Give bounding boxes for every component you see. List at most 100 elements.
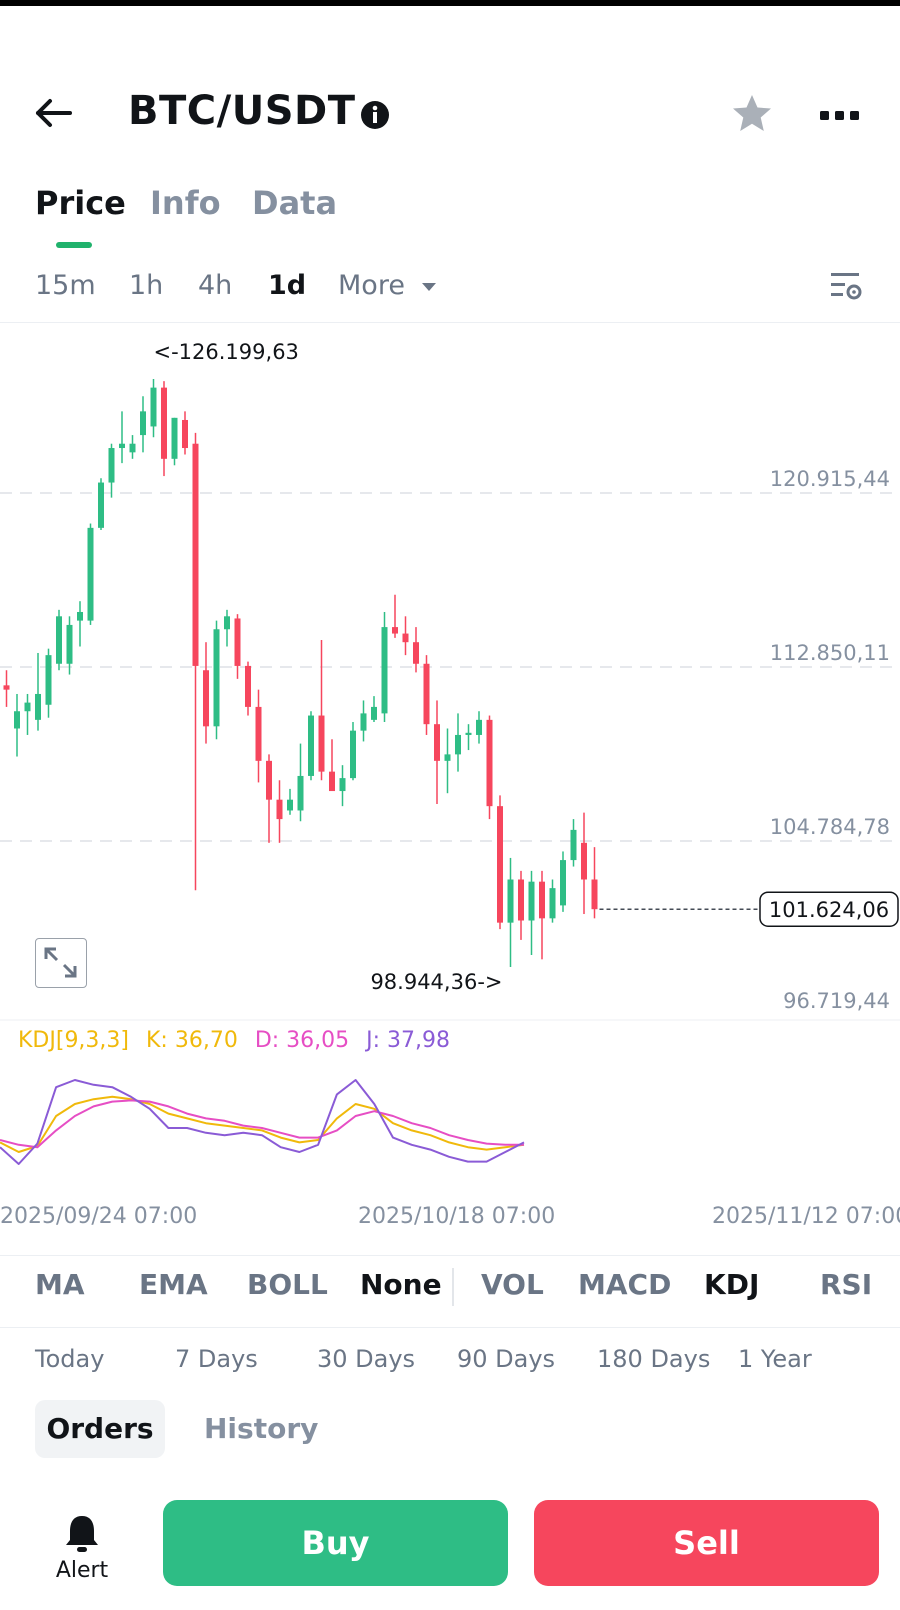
- candle-body: [329, 771, 335, 792]
- candle-body: [140, 411, 146, 436]
- kdj-d-line: [0, 1099, 524, 1149]
- candle-body: [287, 799, 293, 811]
- candle-body: [308, 715, 314, 776]
- interval-1d[interactable]: 1d: [268, 270, 307, 301]
- y-axis-label: 112.850,11: [770, 641, 890, 665]
- candle-body: [119, 443, 125, 449]
- candle-body: [108, 448, 115, 483]
- candle-body: [371, 706, 377, 720]
- candle-body: [234, 618, 241, 666]
- candle-body: [255, 706, 262, 761]
- tab-orders[interactable]: Orders: [35, 1400, 165, 1458]
- indicator-separator: [452, 1268, 454, 1306]
- kdj-params: KDJ[9,3,3]: [18, 1028, 129, 1053]
- expand-chart-button[interactable]: [35, 938, 87, 988]
- candle-body: [570, 829, 577, 861]
- alert-button[interactable]: Alert: [40, 1508, 124, 1586]
- interval-4h[interactable]: 4h: [198, 270, 233, 301]
- candle-body: [129, 443, 136, 453]
- interval-1h[interactable]: 1h: [129, 270, 164, 301]
- candle-body: [381, 627, 388, 714]
- back-button[interactable]: [32, 95, 76, 131]
- performance-range-selector: Today 7 Days 30 Days 90 Days 180 Days 1 …: [0, 1345, 900, 1385]
- kdj-d-value: D: 36,05: [254, 1028, 350, 1053]
- candle-body: [444, 754, 451, 761]
- candle-body: [182, 419, 188, 449]
- candle-body: [192, 443, 199, 666]
- candle-body: [591, 879, 598, 910]
- sell-button[interactable]: Sell: [534, 1500, 879, 1586]
- indicator-none[interactable]: None: [360, 1268, 442, 1301]
- indicator-vol[interactable]: VOL: [481, 1268, 544, 1301]
- low-price-annotation: 98.944,36->: [370, 970, 502, 994]
- candle-body: [549, 888, 556, 919]
- candle-body: [581, 842, 587, 880]
- candle-body: [434, 724, 440, 761]
- more-options-button[interactable]: [818, 94, 862, 138]
- candle-body: [339, 778, 346, 792]
- kdj-k-value: K: 36,70: [146, 1028, 238, 1053]
- range-7-days[interactable]: 7 Days: [175, 1345, 258, 1373]
- favorite-button[interactable]: [730, 92, 774, 136]
- order-tabs: Orders History: [0, 1400, 900, 1460]
- candle-body: [3, 685, 10, 690]
- candle-body: [423, 663, 430, 725]
- info-icon[interactable]: [360, 100, 390, 130]
- interval-more-dropdown[interactable]: More: [338, 270, 438, 301]
- candle-body: [497, 806, 503, 923]
- candle-body: [360, 713, 367, 731]
- candle-body: [539, 881, 545, 919]
- candle-body: [350, 730, 356, 779]
- price-chart[interactable]: 120.915,44 112.850,11 104.784,78 96.719,44 <…: [0, 322, 900, 1214]
- x-axis-label: 2025/11/12 07:00: [712, 1204, 900, 1229]
- star-icon: [733, 95, 771, 131]
- kdj-k-line: [0, 1095, 525, 1153]
- interval-selector: 15m 1h 4h 1d More: [0, 264, 900, 310]
- candle-body: [392, 627, 398, 634]
- tab-price[interactable]: Price: [35, 184, 126, 222]
- interval-more-label: More: [338, 270, 405, 301]
- range-90-days[interactable]: 90 Days: [457, 1345, 556, 1373]
- candle-body: [56, 616, 62, 664]
- y-axis-label: 120.915,44: [770, 467, 890, 491]
- high-price-annotation: <-126.199,63: [154, 340, 299, 364]
- indicator-macd[interactable]: MACD: [578, 1268, 672, 1301]
- candle-body: [402, 633, 409, 643]
- y-axis-label: 96.719,44: [783, 989, 890, 1013]
- candle-body: [276, 799, 283, 820]
- candle-body: [518, 879, 524, 921]
- indicator-kdj[interactable]: KDJ: [704, 1268, 760, 1301]
- divider: [0, 1327, 900, 1328]
- candle-body: [45, 655, 52, 705]
- indicator-ema[interactable]: EMA: [139, 1268, 208, 1301]
- range-180-days[interactable]: 180 Days: [597, 1345, 711, 1373]
- candle-body: [66, 624, 73, 664]
- candle-body: [560, 860, 566, 906]
- range-today[interactable]: Today: [35, 1345, 105, 1373]
- candle-body: [87, 527, 94, 621]
- candle-body: [486, 719, 493, 807]
- indicator-rsi[interactable]: RSI: [820, 1268, 873, 1301]
- candle-body: [528, 881, 535, 921]
- chart-settings-button[interactable]: [828, 268, 864, 304]
- tab-history[interactable]: History: [204, 1412, 319, 1445]
- status-bar: [0, 0, 900, 6]
- range-30-days[interactable]: 30 Days: [317, 1345, 416, 1373]
- interval-15m[interactable]: 15m: [35, 270, 96, 301]
- active-tab-indicator: [56, 242, 92, 248]
- range-1-year[interactable]: 1 Year: [738, 1345, 812, 1373]
- candle-body: [476, 719, 482, 735]
- bell-icon: [66, 1516, 98, 1552]
- main-tabs: Price Info Data: [0, 180, 900, 250]
- candle-body: [318, 715, 325, 772]
- indicator-ma[interactable]: MA: [35, 1268, 85, 1301]
- indicator-boll[interactable]: BOLL: [247, 1268, 328, 1301]
- buy-button[interactable]: Buy: [163, 1500, 508, 1586]
- caret-down-icon: [421, 282, 436, 291]
- tab-info[interactable]: Info: [150, 184, 221, 222]
- alert-label: Alert: [55, 1558, 109, 1583]
- candle-body: [465, 732, 472, 735]
- candle-body: [224, 616, 230, 630]
- bottom-action-bar: Alert Buy Sell: [0, 1490, 900, 1590]
- tab-data[interactable]: Data: [252, 184, 338, 222]
